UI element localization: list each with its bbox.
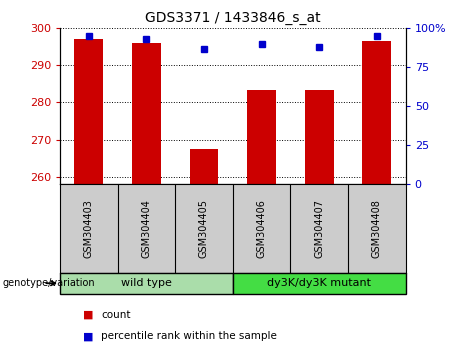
Text: GSM304407: GSM304407: [314, 199, 324, 258]
Text: ■: ■: [83, 331, 94, 341]
Text: count: count: [101, 310, 131, 320]
Text: dy3K/dy3K mutant: dy3K/dy3K mutant: [267, 278, 371, 288]
Text: ■: ■: [83, 310, 94, 320]
Bar: [189, 149, 219, 184]
Bar: [74, 39, 103, 184]
Text: GSM304405: GSM304405: [199, 199, 209, 258]
Text: GSM304408: GSM304408: [372, 199, 382, 258]
Text: wild type: wild type: [121, 278, 172, 288]
Text: GSM304404: GSM304404: [142, 199, 151, 258]
Bar: [132, 43, 161, 184]
Bar: [233, 273, 406, 294]
Text: percentile rank within the sample: percentile rank within the sample: [101, 331, 278, 341]
Text: genotype/variation: genotype/variation: [2, 278, 95, 288]
Bar: [305, 90, 334, 184]
Bar: [247, 90, 276, 184]
Title: GDS3371 / 1433846_s_at: GDS3371 / 1433846_s_at: [145, 11, 320, 24]
Text: GSM304403: GSM304403: [84, 199, 94, 258]
Text: GSM304406: GSM304406: [257, 199, 266, 258]
Bar: [60, 273, 233, 294]
Bar: [362, 41, 391, 184]
